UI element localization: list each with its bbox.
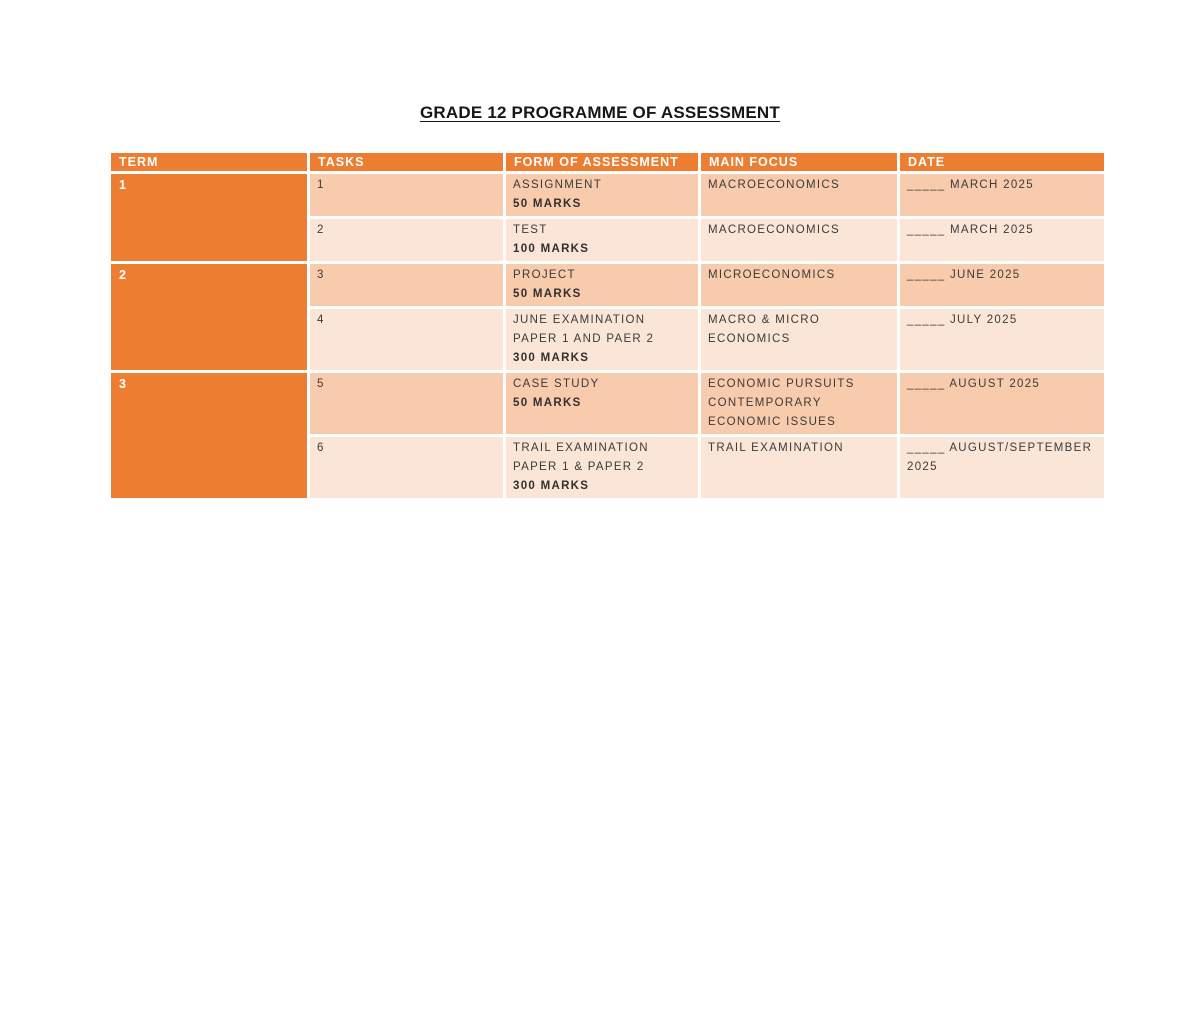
task-number-cell: 1	[307, 171, 506, 219]
form-line: JUNE EXAMINATION	[513, 314, 646, 326]
marks-line: 50 MARKS	[513, 397, 582, 409]
form-line: PAPER 1 & PAPER 2	[513, 461, 645, 473]
focus-line: CONTEMPORARY	[708, 397, 822, 409]
table-row: 3 5 CASE STUDY 50 MARKS ECONOMIC PURSUIT…	[108, 370, 1107, 501]
header-row: TERM TASKS FORM OF ASSESSMENT MAIN FOCUS…	[108, 150, 1107, 174]
date-line: _____ MARCH 2025	[907, 179, 1034, 191]
main-focus-cell: MACRO & MICRO ECONOMICS	[698, 306, 900, 373]
form-line: TRAIL EXAMINATION	[513, 442, 649, 454]
table-row: 2 TEST 100 MARKS MACROECONOMICS _____ MA…	[110, 216, 1107, 264]
task-number-cell: 3	[307, 261, 506, 309]
task-number-cell: 5	[307, 370, 506, 437]
page-title: GRADE 12 PROGRAMME OF ASSESSMENT	[420, 103, 780, 122]
date-line: _____ MARCH 2025	[907, 224, 1034, 236]
table-row: 4 JUNE EXAMINATION PAPER 1 AND PAER 2 30…	[110, 306, 1107, 373]
date-cell: _____ MARCH 2025	[897, 216, 1107, 264]
main-focus-cell: MACROECONOMICS	[698, 171, 900, 219]
main-focus-cell: MACROECONOMICS	[698, 216, 900, 264]
form-line: CASE STUDY	[513, 378, 600, 390]
focus-line: ECONOMICS	[708, 333, 791, 345]
date-line: _____ AUGUST/SEPTEMBER	[907, 442, 1093, 454]
marks-line: 50 MARKS	[513, 288, 582, 300]
form-line: TEST	[513, 224, 548, 236]
main-focus-cell: TRAIL EXAMINATION	[698, 434, 900, 501]
date-line: _____ JUNE 2025	[907, 269, 1021, 281]
task-number-cell: 4	[307, 306, 506, 373]
focus-line: ECONOMIC PURSUITS	[708, 378, 855, 390]
date-cell: _____ AUGUST 2025	[897, 370, 1107, 437]
document-page: GRADE 12 PROGRAMME OF ASSESSMENT TERM TA…	[0, 103, 1200, 501]
date-cell: _____ JULY 2025	[897, 306, 1107, 373]
col-header-term: TERM	[108, 150, 310, 174]
focus-line: MACROECONOMICS	[708, 224, 840, 236]
col-header-date: DATE	[897, 150, 1107, 174]
table-row: 2 3 PROJECT 50 MARKS MICROECONOMICS ____…	[108, 261, 1107, 373]
task-number-cell: 2	[307, 216, 506, 264]
focus-line: MACRO & MICRO	[708, 314, 821, 326]
col-header-main-focus: MAIN FOCUS	[698, 150, 900, 174]
term-cell: 3	[108, 370, 310, 501]
marks-line: 300 MARKS	[513, 480, 590, 492]
form-line: PAPER 1 AND PAER 2	[513, 333, 655, 345]
main-focus-cell: MICROECONOMICS	[698, 261, 900, 309]
task-number-cell: 6	[307, 434, 506, 501]
date-cell: _____ MARCH 2025	[897, 171, 1107, 219]
table-row: 1 1 ASSIGNMENT 50 MARKS MACROECONOMICS _…	[108, 171, 1107, 264]
col-header-form-of-assessment: FORM OF ASSESSMENT	[503, 150, 701, 174]
date-cell: _____ AUGUST/SEPTEMBER 2025	[897, 434, 1107, 501]
col-header-tasks: TASKS	[307, 150, 506, 174]
term-cell: 1	[108, 171, 310, 264]
form-cell: ASSIGNMENT 50 MARKS	[503, 171, 701, 219]
marks-line: 100 MARKS	[513, 243, 590, 255]
date-cell: _____ JUNE 2025	[897, 261, 1107, 309]
form-cell: TRAIL EXAMINATION PAPER 1 & PAPER 2 300 …	[503, 434, 701, 501]
form-cell: CASE STUDY 50 MARKS	[503, 370, 701, 437]
form-line: ASSIGNMENT	[513, 179, 603, 191]
table-row: 6 TRAIL EXAMINATION PAPER 1 & PAPER 2 30…	[110, 434, 1107, 501]
focus-line: ECONOMIC ISSUES	[708, 416, 837, 428]
term-cell: 2	[108, 261, 310, 373]
date-line: _____ AUGUST 2025	[907, 378, 1041, 390]
form-line: PROJECT	[513, 269, 576, 281]
marks-line: 300 MARKS	[513, 352, 590, 364]
date-line: _____ JULY 2025	[907, 314, 1018, 326]
assessment-table: TERM TASKS FORM OF ASSESSMENT MAIN FOCUS…	[108, 150, 1107, 501]
form-cell: TEST 100 MARKS	[503, 216, 701, 264]
marks-line: 50 MARKS	[513, 198, 582, 210]
main-focus-cell: ECONOMIC PURSUITS CONTEMPORARY ECONOMIC …	[698, 370, 900, 437]
focus-line: MICROECONOMICS	[708, 269, 836, 281]
date-line: 2025	[907, 461, 938, 473]
form-cell: JUNE EXAMINATION PAPER 1 AND PAER 2 300 …	[503, 306, 701, 373]
focus-line: MACROECONOMICS	[708, 179, 840, 191]
focus-line: TRAIL EXAMINATION	[708, 442, 844, 454]
form-cell: PROJECT 50 MARKS	[503, 261, 701, 309]
